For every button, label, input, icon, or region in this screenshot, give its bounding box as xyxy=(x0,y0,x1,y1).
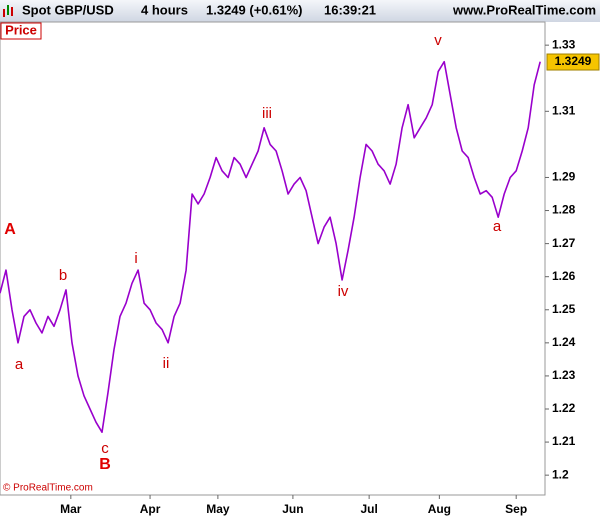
wave-label: a xyxy=(493,218,502,235)
wave-label: A xyxy=(4,221,16,238)
wave-label: v xyxy=(434,32,442,49)
wave-label: iv xyxy=(338,283,349,300)
wave-label: i xyxy=(134,250,137,267)
wave-label: c xyxy=(101,440,109,457)
x-tick-label: Aug xyxy=(428,502,451,516)
period: 4 hours xyxy=(141,2,188,17)
x-tick-label: Jul xyxy=(360,502,377,516)
y-tick-label: 1.28 xyxy=(552,203,576,217)
panel-label-box xyxy=(0,22,42,40)
y-tick-label: 1.33 xyxy=(552,37,576,51)
header-icon xyxy=(3,5,13,17)
x-tick-label: Sep xyxy=(505,502,527,516)
wave-label: a xyxy=(15,356,24,373)
y-tick-label: 1.21 xyxy=(552,434,576,448)
y-tick-label: 1.29 xyxy=(552,170,576,184)
plot-area xyxy=(0,21,546,496)
y-tick-label: 1.26 xyxy=(552,269,576,283)
site: www.ProRealTime.com xyxy=(452,2,596,17)
y-tick-label: 1.25 xyxy=(552,302,576,316)
y-tick-label: 1.24 xyxy=(552,335,576,349)
x-tick-label: Apr xyxy=(140,502,161,516)
y-tick-label: 1.27 xyxy=(552,236,576,250)
wave-label: B xyxy=(99,456,111,473)
last-value-box xyxy=(546,53,600,71)
y-tick-label: 1.2 xyxy=(552,467,569,481)
wave-label: iii xyxy=(262,105,272,122)
y-tick-label: 1.31 xyxy=(552,103,576,117)
y-tick-label: 1.23 xyxy=(552,368,576,382)
price-line xyxy=(0,60,541,433)
wave-label: b xyxy=(59,267,67,284)
quote: 1.3249 (+0.61%) xyxy=(206,2,302,17)
x-tick-label: Jun xyxy=(282,502,303,516)
panel-label: Price xyxy=(5,22,37,37)
time: 16:39:21 xyxy=(324,2,376,17)
wave-label: ii xyxy=(163,355,170,372)
copyright: © ProRealTime.com xyxy=(3,483,93,494)
header-bar xyxy=(0,0,600,22)
last-value-label: 1.3249 xyxy=(555,54,592,68)
x-tick-label: May xyxy=(206,502,230,516)
instrument: Spot GBP/USD xyxy=(22,2,114,17)
x-tick-label: Mar xyxy=(60,502,82,516)
y-tick-label: 1.22 xyxy=(552,401,576,415)
